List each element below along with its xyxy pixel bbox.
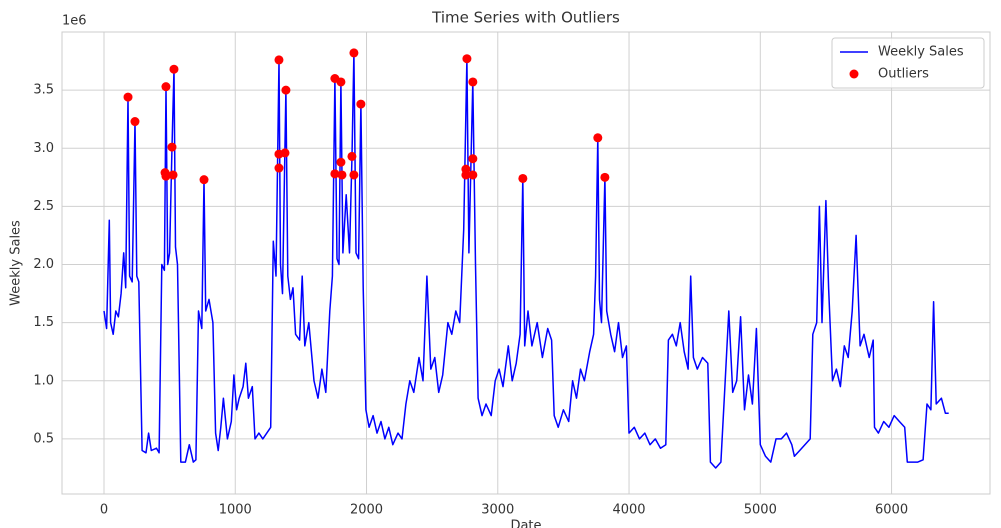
- x-tick-label: 5000: [744, 503, 777, 518]
- y-tick-label: 2.5: [33, 199, 54, 214]
- outlier-point: [461, 170, 471, 180]
- outlier-point: [274, 163, 284, 173]
- legend-marker: [849, 69, 859, 79]
- y-tick-label: 1.5: [33, 315, 54, 330]
- outlier-point: [356, 99, 366, 109]
- outlier-point: [468, 77, 478, 87]
- plot-frame: [61, 31, 991, 495]
- legend-label: Outliers: [878, 67, 929, 82]
- outlier-point: [123, 92, 133, 102]
- y-offset-label: 1e6: [62, 14, 87, 29]
- outlier-point: [161, 171, 171, 181]
- y-tick-label: 0.5: [33, 431, 54, 446]
- legend-box: [831, 37, 985, 89]
- x-tick-label: 0: [100, 503, 108, 518]
- y-tick-label: 3.5: [33, 83, 54, 98]
- y-tick-label: 1.0: [33, 373, 54, 388]
- outlier-point: [337, 170, 347, 180]
- outlier-point: [600, 172, 610, 182]
- x-tick-label: 2000: [350, 503, 383, 518]
- y-tick-label: 2.0: [33, 257, 54, 272]
- outlier-point: [347, 151, 357, 161]
- outlier-point: [281, 85, 291, 95]
- x-tick-label: 1000: [219, 503, 252, 518]
- x-tick-label: 6000: [875, 503, 908, 518]
- y-tick-label: 3.0: [33, 141, 54, 156]
- x-tick-label: 4000: [612, 503, 645, 518]
- outlier-point: [349, 170, 359, 180]
- outlier-point: [468, 154, 478, 164]
- outlier-point: [169, 64, 179, 74]
- y-axis-label: Weekly Sales: [9, 220, 24, 306]
- outlier-point: [168, 170, 178, 180]
- outlier-point: [336, 77, 346, 87]
- outlier-point: [280, 148, 290, 158]
- outlier-point: [330, 169, 340, 179]
- outlier-point: [349, 48, 359, 58]
- outlier-point: [468, 170, 478, 180]
- chart-title: Time Series with Outliers: [431, 9, 620, 27]
- outlier-point: [274, 55, 284, 65]
- outlier-point: [167, 142, 177, 152]
- outlier-point: [130, 117, 140, 127]
- outlier-point: [336, 157, 346, 167]
- x-axis-label: Date: [510, 519, 541, 528]
- outlier-point: [161, 82, 171, 92]
- outlier-point: [199, 175, 209, 185]
- outlier-point: [518, 173, 528, 183]
- x-tick-label: 3000: [481, 503, 514, 518]
- line-series: [103, 52, 949, 469]
- legend-label: Weekly Sales: [878, 45, 964, 60]
- outlier-point: [462, 54, 472, 64]
- outlier-point: [593, 133, 603, 143]
